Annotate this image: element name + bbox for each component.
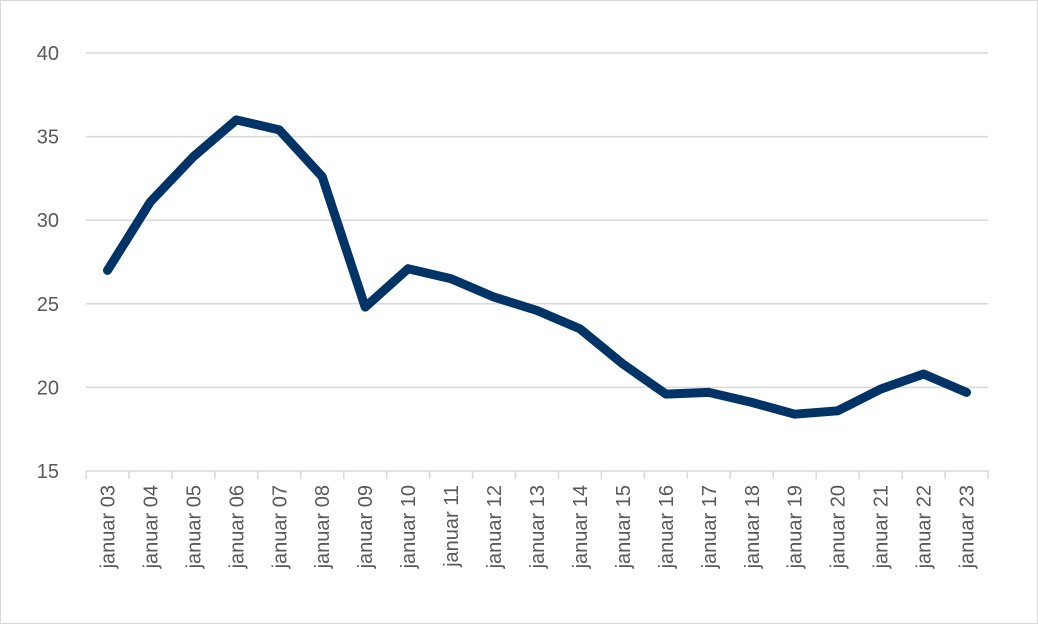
x-tick-label: januar 10 — [398, 485, 420, 569]
series-layer — [107, 120, 966, 414]
x-tick-label: januar 13 — [527, 485, 549, 569]
x-axis: januar 03 januar 04 januar 05 januar 06 janu… — [86, 471, 988, 569]
y-axis-ticks: 15 20 25 30 35 40 — [37, 43, 59, 483]
y-tick-label: 40 — [37, 43, 59, 65]
y-tick-label: 25 — [37, 294, 59, 316]
x-tick-label: januar 20 — [828, 485, 850, 569]
x-tick-label: januar 19 — [785, 485, 807, 569]
x-tick-label: januar 11 — [441, 485, 463, 568]
y-tick-label: 30 — [37, 210, 59, 232]
y-tick-label: 20 — [37, 377, 59, 399]
y-tick-label: 15 — [37, 461, 59, 483]
x-tick-label: januar 23 — [957, 485, 979, 569]
x-tick-label: januar 05 — [183, 485, 205, 569]
x-tick-label: januar 07 — [269, 485, 291, 569]
x-tick-label: januar 04 — [140, 485, 162, 569]
y-tick-label: 35 — [37, 127, 59, 149]
x-tick-label: januar 06 — [226, 485, 248, 569]
x-tick-label: januar 21 — [871, 485, 893, 569]
x-tick-label: januar 03 — [97, 485, 119, 569]
x-tick-label: januar 08 — [312, 485, 334, 569]
x-tick-label: januar 12 — [484, 485, 506, 569]
x-tick-label: januar 14 — [570, 485, 592, 569]
x-tick-label: januar 22 — [914, 485, 936, 569]
x-tick-label: januar 09 — [355, 485, 377, 569]
series-line — [108, 120, 967, 414]
gridlines — [86, 53, 988, 387]
x-tick-label: januar 18 — [742, 485, 764, 569]
x-tick-label: januar 15 — [613, 485, 635, 569]
x-tick-label: januar 17 — [699, 485, 721, 569]
x-tick-label: januar 16 — [656, 485, 678, 569]
